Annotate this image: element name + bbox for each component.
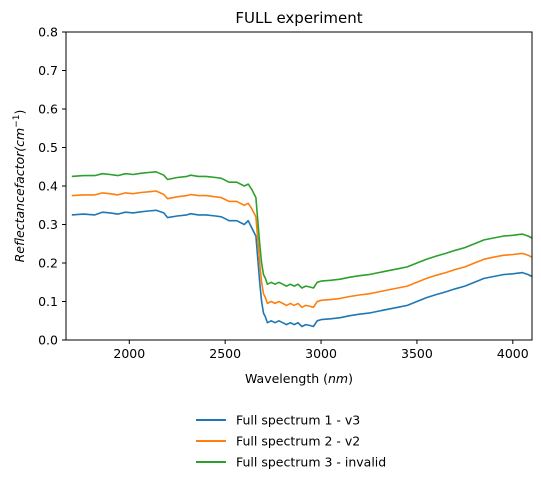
y-axis-ticks: 0.0 0.1 0.2 0.3 0.4 0.5 0.6 0.7 0.8 (38, 25, 66, 348)
chart-title: FULL experiment (235, 9, 362, 27)
series-line-2 (71, 190, 533, 309)
y-tick-label: 0.2 (38, 256, 58, 271)
y-axis-label-main: Reflectancefactor(cm (12, 128, 27, 263)
x-axis-label-unit: nm (328, 371, 348, 386)
x-tick-label: 4000 (497, 346, 529, 361)
y-tick-label: 0.3 (38, 217, 58, 232)
y-tick-label: 0.7 (38, 63, 58, 78)
x-tick-label: 3500 (401, 346, 433, 361)
plot-lines (71, 171, 533, 328)
legend-label-3: Full spectrum 3 - invalid (236, 455, 386, 470)
y-axis-label-close: ) (12, 110, 27, 115)
y-tick-label: 0.4 (38, 179, 58, 194)
plot-frame (65, 31, 533, 341)
y-axis-label-superscript: −1 (12, 115, 22, 128)
legend-label-2: Full spectrum 2 - v2 (236, 434, 360, 449)
x-axis-ticks: 2000 2500 3000 3500 4000 (113, 340, 529, 361)
x-axis-label-main: Wavelength ( (245, 371, 328, 386)
y-tick-label: 0.5 (38, 140, 58, 155)
x-axis-label-close: ) (348, 371, 353, 386)
y-axis-label: Reflectancefactor(cm−1) (12, 110, 27, 263)
x-tick-label: 2000 (113, 346, 145, 361)
y-tick-label: 0.8 (38, 25, 58, 40)
x-tick-label: 2500 (209, 346, 241, 361)
series-line-3 (71, 171, 533, 289)
y-tick-label: 0.0 (38, 333, 58, 348)
y-tick-label: 0.6 (38, 102, 58, 117)
legend-label-1: Full spectrum 1 - v3 (236, 413, 360, 428)
series-line-1 (71, 209, 533, 328)
x-tick-label: 3000 (305, 346, 337, 361)
x-axis-label: Wavelength (nm) (245, 371, 353, 386)
y-tick-label: 0.1 (38, 294, 58, 309)
legend: Full spectrum 1 - v3 Full spectrum 2 - v2… (196, 413, 386, 470)
